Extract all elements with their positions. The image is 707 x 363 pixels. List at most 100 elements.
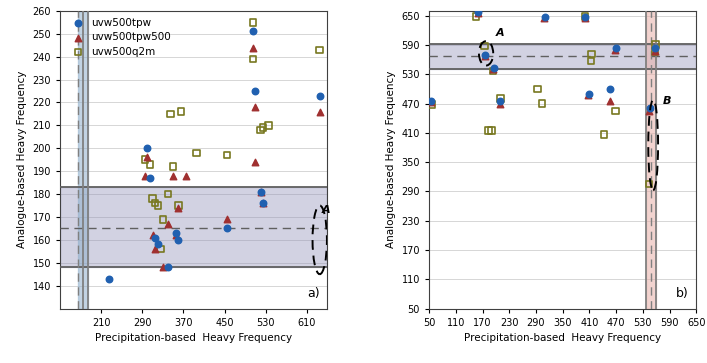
uvw500tpw [150, 234, 161, 240]
uvw500tpw [472, 9, 484, 15]
Bar [78, 11, 88, 309]
uvw500tpw500 [604, 98, 615, 103]
uvw500tpw [583, 91, 594, 97]
uvw500tpw [488, 65, 499, 71]
uvw500tpw500 [609, 47, 621, 53]
uvw500q2m [536, 101, 547, 106]
uvw500q2m [649, 49, 660, 54]
uvw500q2m [168, 164, 179, 170]
uvw500tpw [611, 46, 622, 52]
uvw500q2m [426, 102, 437, 107]
uvw500tpw500 [255, 189, 267, 195]
uvw500q2m [147, 196, 158, 201]
Y-axis label: Analogue-based Heavy Frequency: Analogue-based Heavy Frequency [17, 71, 27, 248]
uvw500q2m [486, 127, 497, 133]
uvw500q2m [150, 200, 161, 206]
uvw500tpw [579, 14, 590, 20]
uvw500q2m [157, 216, 168, 222]
Text: b): b) [676, 287, 689, 299]
uvw500tpw [644, 106, 655, 111]
uvw500tpw500 [142, 155, 153, 160]
uvw500q2m [479, 43, 491, 49]
uvw500tpw [604, 86, 615, 92]
uvw500tpw500 [538, 15, 549, 21]
uvw500q2m [247, 56, 259, 62]
uvw500tpw500 [579, 15, 590, 21]
Bar [646, 11, 656, 309]
uvw500q2m [163, 191, 174, 197]
uvw500q2m [532, 86, 543, 92]
uvw500tpw [649, 46, 660, 52]
Legend: uvw500tpw, uvw500tpw500, uvw500q2m: uvw500tpw, uvw500tpw500, uvw500q2m [65, 16, 173, 58]
uvw500tpw500 [250, 159, 261, 165]
uvw500q2m [487, 68, 498, 74]
uvw500tpw500 [139, 173, 151, 179]
uvw500tpw [479, 52, 491, 58]
uvw500q2m [585, 58, 597, 64]
Text: A: A [496, 28, 505, 38]
uvw500tpw [255, 189, 267, 195]
uvw500tpw500 [150, 246, 161, 252]
uvw500tpw [426, 98, 437, 104]
uvw500tpw500 [180, 173, 192, 179]
uvw500q2m [255, 127, 267, 133]
Y-axis label: Analogue-based Heavy Frequency: Analogue-based Heavy Frequency [386, 71, 396, 248]
uvw500q2m [579, 14, 590, 20]
uvw500tpw500 [479, 53, 491, 59]
uvw500tpw [163, 264, 174, 270]
Bar [429, 44, 696, 69]
uvw500tpw [495, 98, 506, 104]
uvw500q2m [495, 96, 506, 102]
Bar [60, 187, 327, 267]
uvw500tpw500 [257, 200, 269, 206]
uvw500q2m [263, 122, 274, 128]
uvw500tpw500 [643, 108, 655, 114]
Text: A: A [321, 205, 330, 215]
uvw500q2m [191, 150, 202, 156]
uvw500tpw500 [168, 173, 179, 179]
Text: B: B [663, 96, 672, 106]
uvw500q2m [144, 162, 156, 167]
uvw500tpw500 [487, 66, 498, 72]
uvw500tpw [144, 175, 156, 181]
X-axis label: Precipitation-based  Heavy Frequency: Precipitation-based Heavy Frequency [95, 333, 292, 343]
uvw500q2m [152, 203, 163, 208]
uvw500q2m [609, 108, 621, 114]
uvw500tpw500 [472, 11, 484, 16]
uvw500q2m [247, 20, 259, 25]
uvw500tpw500 [247, 45, 259, 50]
uvw500q2m [586, 51, 597, 57]
uvw500tpw500 [314, 109, 325, 115]
uvw500q2m [165, 111, 176, 117]
uvw500tpw500 [170, 232, 182, 238]
uvw500q2m [257, 125, 269, 131]
uvw500tpw [250, 88, 261, 94]
X-axis label: Precipitation-based  Heavy Frequency: Precipitation-based Heavy Frequency [464, 333, 661, 343]
uvw500tpw [257, 200, 269, 206]
uvw500tpw [142, 145, 153, 151]
uvw500tpw500 [583, 92, 594, 98]
uvw500tpw500 [157, 264, 168, 270]
uvw500tpw [539, 14, 551, 20]
uvw500tpw500 [147, 232, 158, 238]
uvw500q2m [643, 181, 655, 187]
uvw500tpw500 [495, 101, 506, 106]
uvw500tpw500 [426, 99, 437, 105]
uvw500tpw500 [163, 221, 174, 227]
uvw500tpw500 [250, 104, 261, 110]
uvw500tpw [314, 93, 325, 98]
uvw500tpw [247, 29, 259, 34]
uvw500q2m [599, 131, 610, 137]
uvw500tpw500 [649, 49, 660, 54]
uvw500q2m [470, 14, 481, 20]
uvw500tpw500 [221, 216, 233, 222]
uvw500q2m [650, 42, 661, 48]
uvw500tpw [170, 230, 182, 236]
uvw500q2m [139, 157, 151, 163]
Text: a): a) [307, 287, 320, 299]
uvw500tpw [152, 241, 163, 247]
uvw500q2m [175, 109, 187, 115]
uvw500q2m [314, 47, 325, 53]
uvw500q2m [155, 246, 166, 252]
uvw500tpw [221, 225, 233, 231]
